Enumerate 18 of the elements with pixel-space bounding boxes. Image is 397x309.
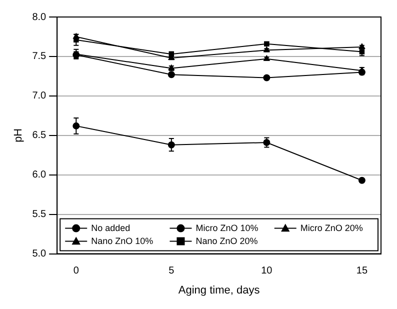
y-tick-label: 6.5 — [32, 130, 47, 142]
legend-label: Micro ZnO 10% — [196, 222, 258, 233]
y-tick-label: 7.5 — [32, 51, 47, 62]
legend-label: Nano ZnO 10% — [91, 236, 154, 246]
y-tick-label: 5.0 — [32, 248, 47, 260]
y-tick-label: 8.0 — [32, 12, 47, 23]
x-tick-label: 10 — [261, 266, 273, 277]
legend-label: Micro ZnO 20% — [300, 222, 363, 233]
x-axis-title: Aging time, days — [178, 284, 260, 296]
x-tick-label: 5 — [168, 266, 175, 277]
y-tick-label: 7.0 — [32, 90, 47, 102]
legend-label: No added — [91, 222, 130, 233]
y-tick-label: 6.0 — [32, 170, 47, 181]
legend-label: Nano ZnO 20% — [196, 236, 258, 246]
x-tick-label: 0 — [73, 266, 80, 277]
y-axis-title: pH — [12, 128, 25, 142]
x-tick-label: 15 — [356, 266, 368, 277]
y-tick-label: 5.5 — [32, 209, 47, 220]
